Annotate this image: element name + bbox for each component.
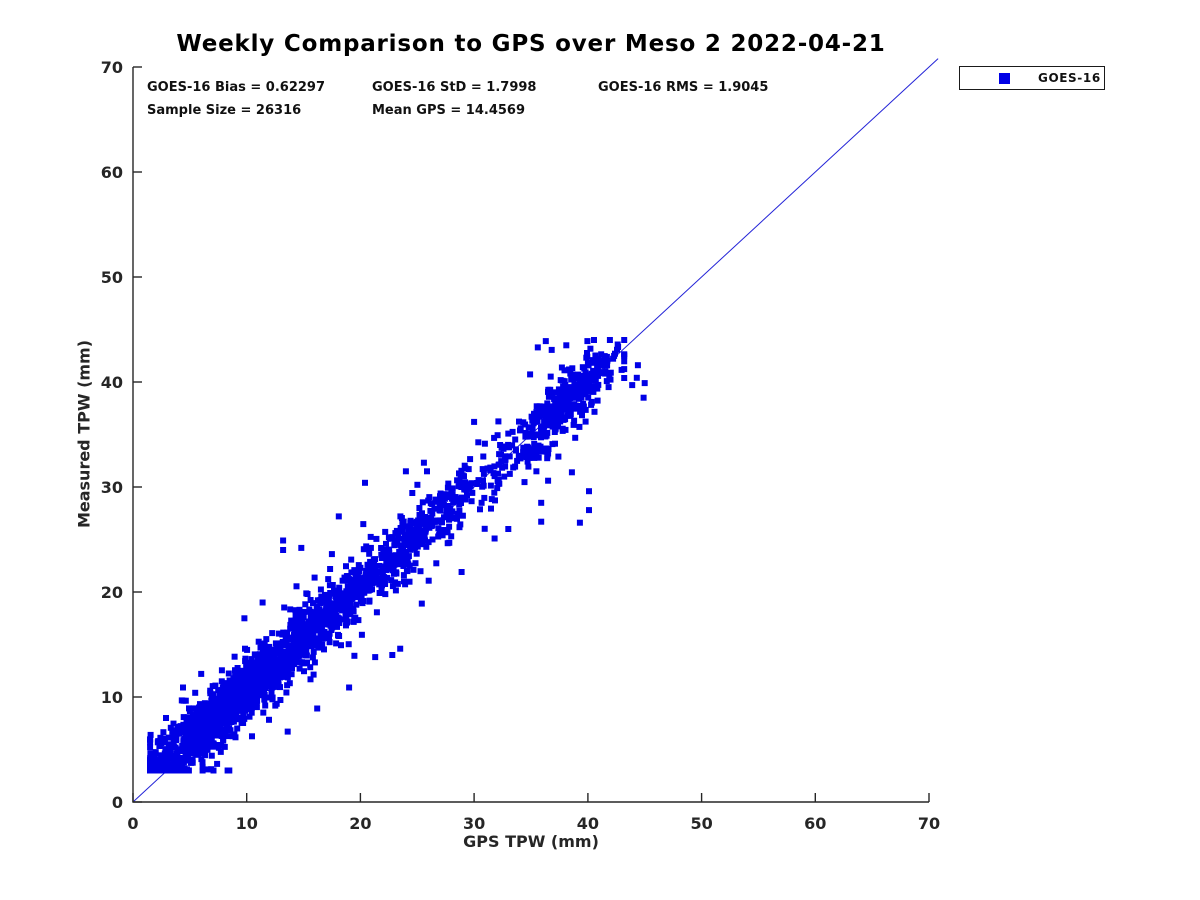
x-axis-label: GPS TPW (mm): [463, 832, 599, 851]
annotation-bias: GOES-16 Bias = 0.62297: [147, 80, 326, 95]
tick-labels: 0 10 20 30 40 50 60 70 0 10 20 30 40 50 60 70: [101, 58, 940, 833]
annotation-std: GOES-16 StD = 1.7998: [372, 80, 537, 95]
scatter-series-goes16: [147, 337, 648, 774]
x-tick-label: 30: [463, 814, 485, 833]
y-tick-label: 20: [101, 583, 123, 602]
y-tick-label: 70: [101, 58, 123, 77]
annotation-rms: GOES-16 RMS = 1.9045: [598, 80, 769, 95]
y-tick-label: 10: [101, 688, 123, 707]
axis-ticks: [132, 66, 930, 803]
x-tick-label: 60: [804, 814, 826, 833]
x-tick-label: 10: [236, 814, 258, 833]
legend-entry-label: GOES-16: [1038, 71, 1101, 85]
y-tick-label: 40: [101, 373, 123, 392]
legend-box: GOES-16: [959, 66, 1105, 90]
chart-title: Weekly Comparison to GPS over Meso 2 202…: [176, 31, 886, 57]
annotation-mean-gps: Mean GPS = 14.4569: [372, 103, 526, 118]
y-tick-label: 50: [101, 268, 123, 287]
x-tick-label: 40: [577, 814, 599, 833]
legend-marker-square-icon: [999, 72, 1010, 84]
x-tick-label: 20: [349, 814, 371, 833]
x-tick-label: 50: [690, 814, 712, 833]
y-tick-label: 30: [101, 478, 123, 497]
y-axis-label: Measured TPW (mm): [74, 339, 94, 529]
annotation-sample-size: Sample Size = 26316: [147, 103, 302, 118]
x-tick-label: 70: [918, 814, 940, 833]
y-tick-label: 60: [101, 163, 123, 182]
y-tick-label: 0: [112, 793, 123, 812]
x-tick-label: 0: [127, 814, 138, 833]
